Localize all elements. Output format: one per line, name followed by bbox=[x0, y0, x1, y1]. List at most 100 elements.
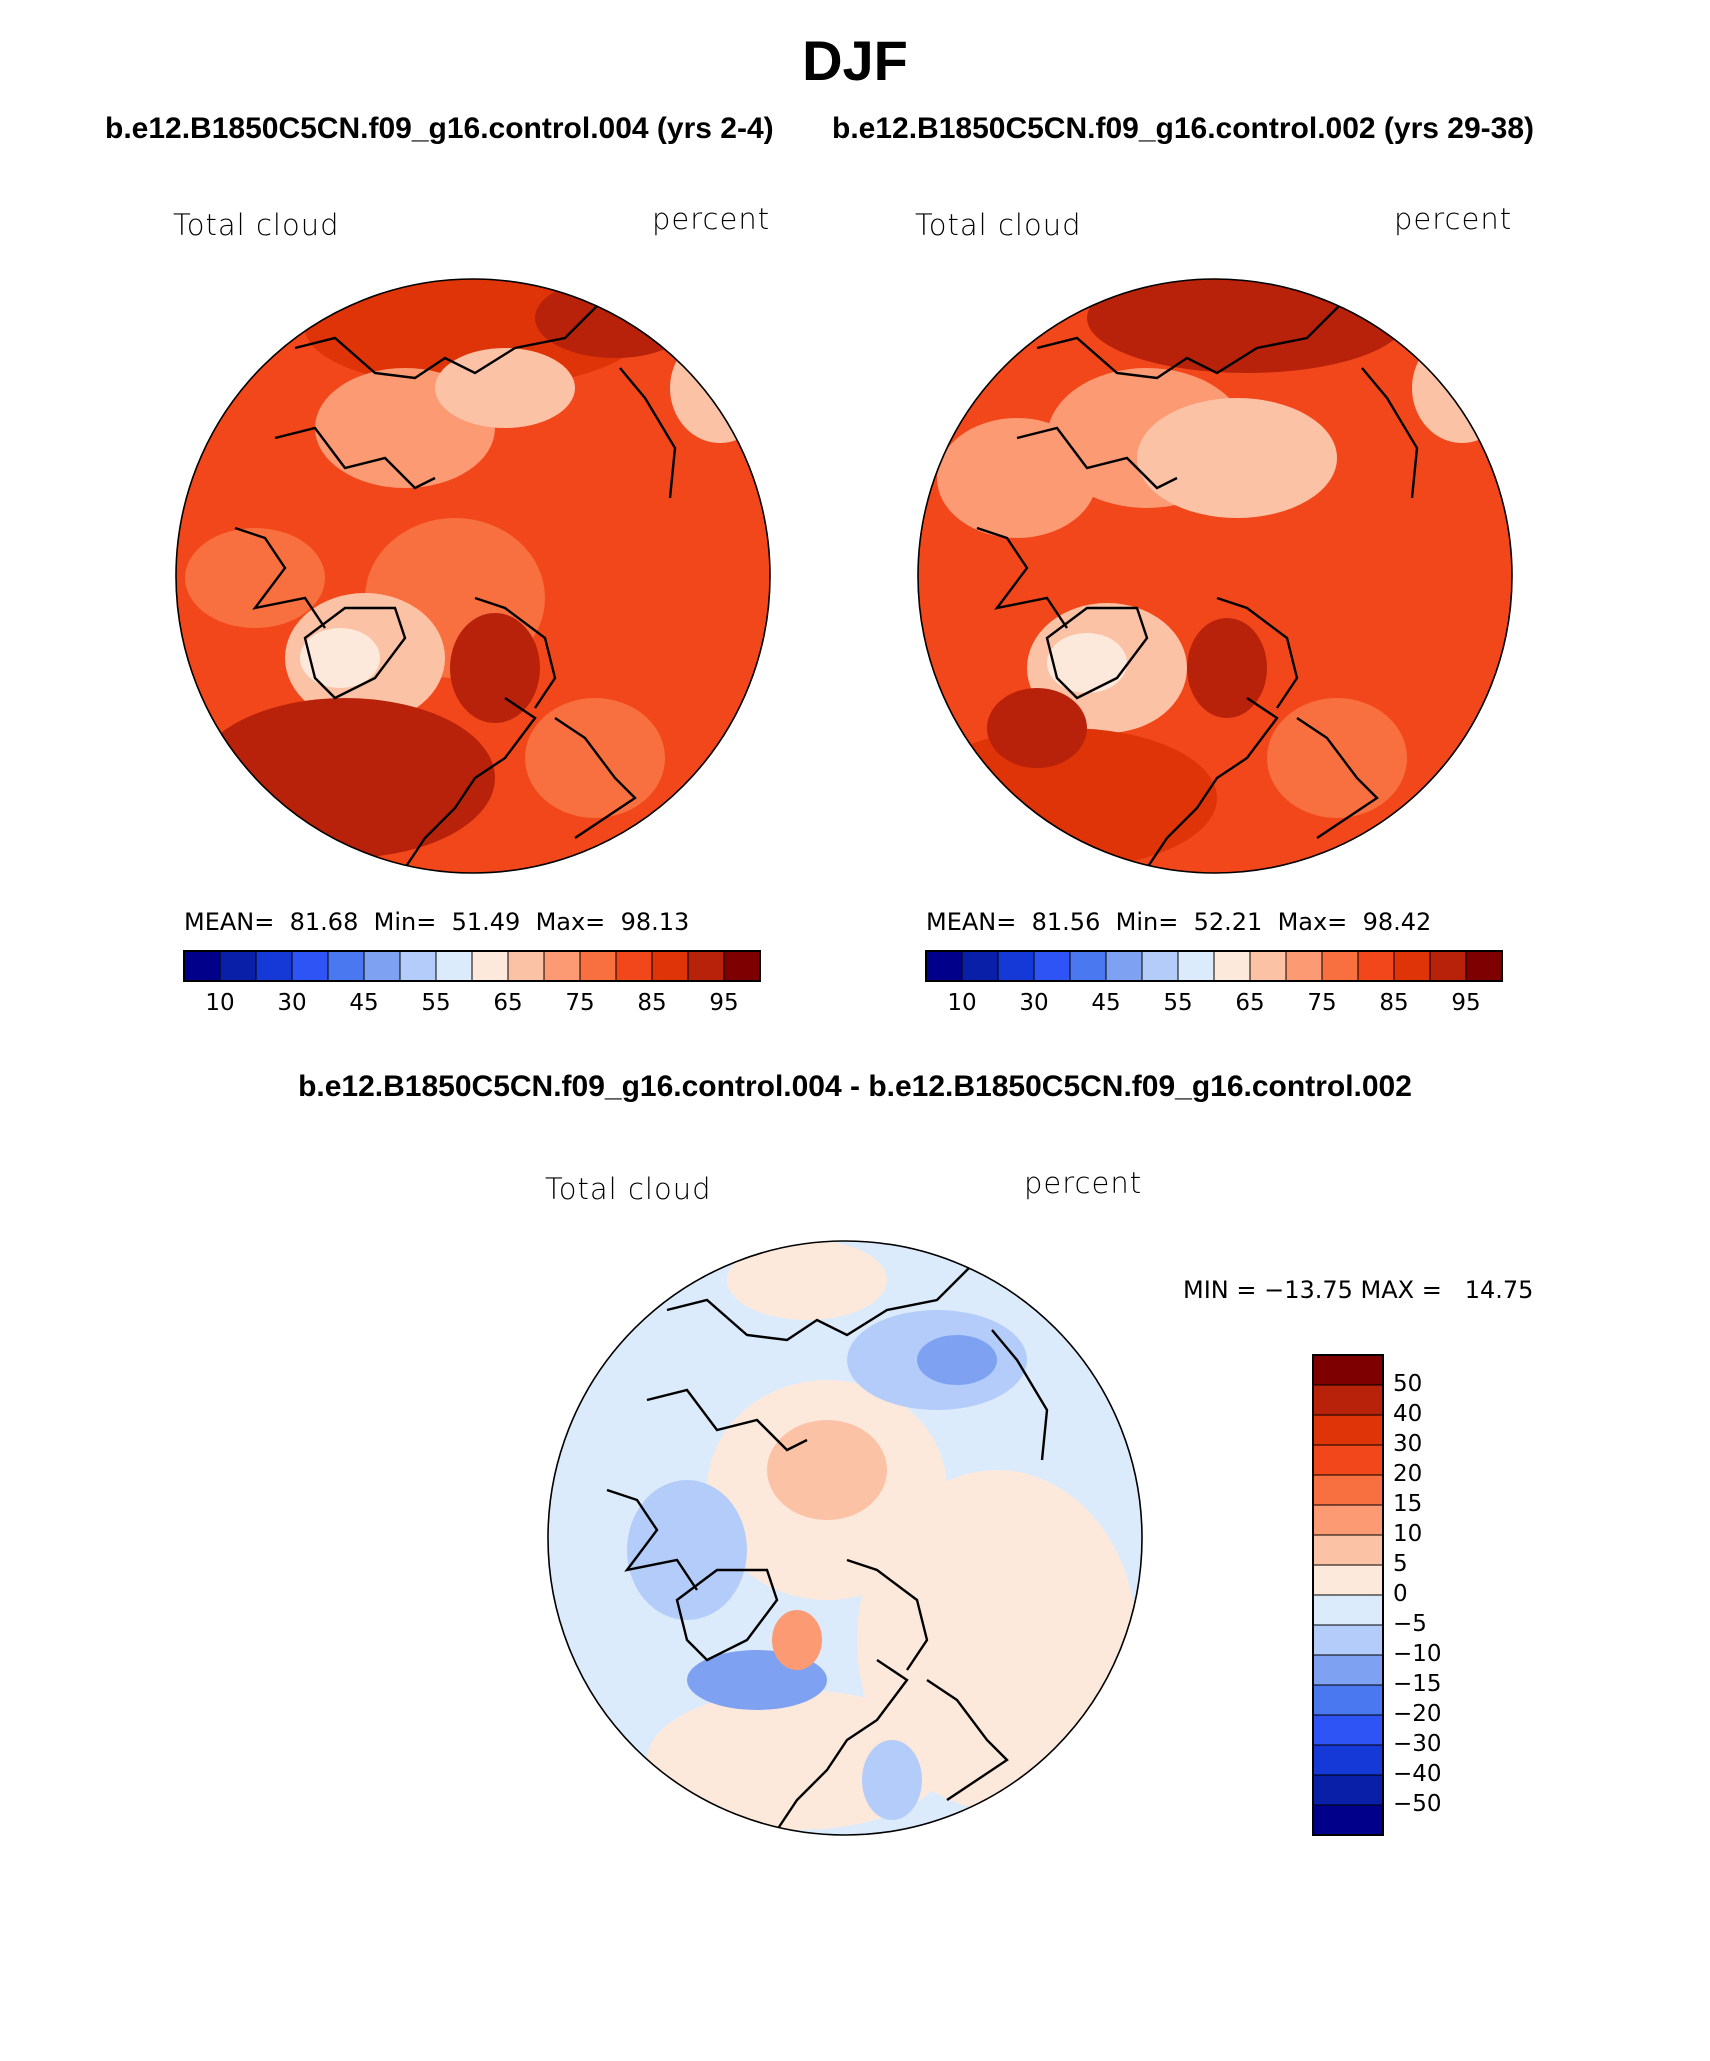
colorbar-frame bbox=[1312, 1354, 1384, 1836]
left-colorbar bbox=[183, 950, 761, 982]
colorbar-swatch bbox=[1141, 950, 1179, 982]
scandinavia-field bbox=[525, 698, 665, 818]
colorbar-tick-label: 65 bbox=[493, 990, 523, 1016]
colorbar-swatch bbox=[1177, 950, 1215, 982]
scandinavia-negative-field bbox=[862, 1740, 922, 1820]
colorbar-swatch bbox=[543, 950, 581, 982]
difference-title: b.e12.B1850C5CN.f09_g16.control.004 - b.… bbox=[298, 1070, 1412, 1103]
colorbar-tick-label: 20 bbox=[1393, 1461, 1423, 1487]
right-min-label: Min= bbox=[1115, 908, 1179, 936]
colorbar-swatch bbox=[997, 950, 1035, 982]
colorbar-swatch bbox=[1429, 950, 1467, 982]
right-case-title: b.e12.B1850C5CN.f09_g16.control.002 (yrs… bbox=[832, 112, 1535, 145]
diff-variable-label: Total cloud bbox=[545, 1172, 712, 1206]
map-boundary bbox=[547, 1240, 1143, 1836]
chukchi-low-field bbox=[435, 348, 575, 428]
colorbar-swatch bbox=[1312, 1744, 1384, 1776]
colorbar-swatch bbox=[327, 950, 365, 982]
colorbar-swatch bbox=[363, 950, 401, 982]
colorbar-swatch bbox=[1312, 1564, 1384, 1596]
left-stats-line: MEAN= 81.68 Min= 51.49 Max= 98.13 bbox=[184, 908, 689, 936]
right-mean-label: MEAN= bbox=[926, 908, 1017, 936]
colorbar-swatch bbox=[1312, 1444, 1384, 1476]
barents-high-field bbox=[1187, 618, 1267, 718]
colorbar-tick-label: 55 bbox=[1163, 990, 1193, 1016]
colorbar-tick-label: 85 bbox=[637, 990, 667, 1016]
colorbar-swatch bbox=[219, 950, 257, 982]
colorbar-tick-label: −40 bbox=[1393, 1761, 1442, 1787]
diff-min-max-text: MIN = −13.75 MAX = 14.75 bbox=[1183, 1276, 1534, 1304]
left-case-title: b.e12.B1850C5CN.f09_g16.control.004 (yrs… bbox=[105, 112, 774, 145]
colorbar-swatch bbox=[507, 950, 545, 982]
canada-low-field bbox=[937, 418, 1097, 538]
colorbar-swatch bbox=[1312, 1804, 1384, 1836]
right-polar-map bbox=[917, 278, 1513, 874]
russia-field bbox=[585, 448, 765, 708]
colorbar-swatch bbox=[1312, 1384, 1384, 1416]
colorbar-tick-label: 95 bbox=[1451, 990, 1481, 1016]
scandinavia-field bbox=[1267, 698, 1407, 818]
left-variable-label: Total cloud bbox=[173, 208, 340, 242]
colorbar-swatch bbox=[1249, 950, 1287, 982]
season-title: DJF bbox=[802, 29, 908, 92]
colorbar-tick-label: 30 bbox=[1393, 1431, 1423, 1457]
difference-polar-map bbox=[547, 1240, 1143, 1836]
labrador-high-field bbox=[987, 688, 1087, 768]
colorbar-tick-label: 85 bbox=[1379, 990, 1409, 1016]
right-max-label: Max= bbox=[1277, 908, 1348, 936]
central-positive-high-field bbox=[767, 1420, 887, 1520]
difference-colorbar bbox=[1312, 1354, 1384, 1836]
right-colorbar-ticks: 10 30 45 55 65 75 85 95 bbox=[926, 990, 1502, 1020]
siberia-high-field bbox=[535, 279, 695, 358]
central-low-field bbox=[1137, 398, 1337, 518]
coastlines bbox=[234, 282, 677, 869]
colorbar-swatch bbox=[615, 950, 653, 982]
coastlines bbox=[976, 282, 1419, 869]
colorbar-tick-label: −15 bbox=[1393, 1671, 1442, 1697]
colorbar-tick-label: 40 bbox=[1393, 1401, 1423, 1427]
alaska-low-field bbox=[670, 333, 770, 443]
right-min-value: 52.21 bbox=[1193, 908, 1263, 936]
colorbar-tick-label: 0 bbox=[1393, 1581, 1408, 1607]
left-polar-map bbox=[175, 278, 771, 874]
colorbar-swatch bbox=[651, 950, 689, 982]
colorbar-swatch bbox=[1393, 950, 1431, 982]
eurasia-positive-field bbox=[857, 1470, 1137, 1810]
colorbar-tick-label: 15 bbox=[1393, 1491, 1423, 1517]
left-mean-value: 81.68 bbox=[289, 908, 359, 936]
pacific-low-field bbox=[715, 318, 770, 398]
map-boundary bbox=[917, 278, 1513, 874]
right-max-value: 98.42 bbox=[1362, 908, 1432, 936]
colorbar-swatch bbox=[183, 950, 221, 982]
colorbar-tick-label: 55 bbox=[421, 990, 451, 1016]
colorbar-tick-label: 45 bbox=[1091, 990, 1121, 1016]
colorbar-swatch bbox=[255, 950, 293, 982]
colorbar-swatch bbox=[1312, 1414, 1384, 1446]
colorbar-swatch bbox=[1312, 1534, 1384, 1566]
colorbar-swatch bbox=[1285, 950, 1323, 982]
colorbar-swatch bbox=[1312, 1354, 1384, 1386]
colorbar-tick-label: −50 bbox=[1393, 1791, 1442, 1817]
colorbar-swatch bbox=[1312, 1654, 1384, 1686]
colorbar-frame bbox=[183, 950, 761, 982]
colorbar-swatch bbox=[1312, 1594, 1384, 1626]
greenland-ice-field bbox=[300, 628, 380, 688]
colorbar-tick-label: 45 bbox=[349, 990, 379, 1016]
left-max-label: Max= bbox=[535, 908, 606, 936]
map-boundary bbox=[175, 278, 771, 874]
coastlines bbox=[606, 1244, 1049, 1831]
atlantic-high-field bbox=[195, 698, 495, 858]
colorbar-swatch bbox=[961, 950, 999, 982]
colorbar-swatch bbox=[1312, 1474, 1384, 1506]
colorbar-tick-label: 75 bbox=[1307, 990, 1337, 1016]
pacific-low-field bbox=[1464, 338, 1512, 418]
colorbar-tick-label: 65 bbox=[1235, 990, 1265, 1016]
russia-field bbox=[1327, 448, 1507, 708]
right-colorbar bbox=[925, 950, 1503, 982]
colorbar-tick-label: 5 bbox=[1393, 1551, 1408, 1577]
colorbar-swatch bbox=[687, 950, 725, 982]
colorbar-swatch bbox=[1312, 1624, 1384, 1656]
colorbar-tick-label: 50 bbox=[1393, 1371, 1423, 1397]
right-stats-line: MEAN= 81.56 Min= 52.21 Max= 98.42 bbox=[926, 908, 1431, 936]
colorbar-swatch bbox=[1465, 950, 1503, 982]
